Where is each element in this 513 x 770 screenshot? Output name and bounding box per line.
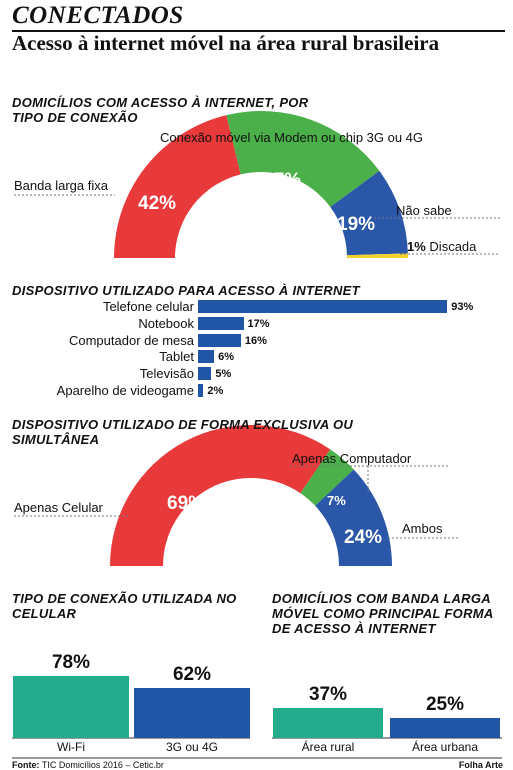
- page-title: Acesso à internet móvel na área rural br…: [12, 31, 440, 55]
- chart2-value-label: 17%: [247, 317, 270, 330]
- chart1-label-naosabe: Não sabe: [396, 203, 452, 218]
- chart3-slice-ambos: [315, 469, 392, 566]
- chart4-category-label: 3G ou 4G: [165, 740, 219, 754]
- chart5-category-label: Área urbana: [411, 740, 479, 754]
- chart1-slice-banda-larga: [114, 115, 241, 258]
- chart3-value-ambos: 24%: [344, 527, 383, 548]
- chart3-label-computador: Apenas Computador: [292, 451, 412, 466]
- chart4-bar: [134, 688, 250, 738]
- chart4-title: TIPO DE CONEXÃO UTILIZADA NO CELULAR: [12, 591, 237, 621]
- chart2-category-label: Computador de mesa: [68, 332, 194, 348]
- chart2-value-label: 16%: [244, 334, 267, 347]
- chart5-bar: [273, 708, 383, 738]
- footer-source: Fonte: TIC Domicílios 2016 – Cetic.br: [12, 760, 164, 770]
- chart1-value-discada: 1%: [407, 239, 426, 254]
- chart5-title: DOMICÍLIOS COM BANDA LARGA MÓVEL COMO PR…: [272, 591, 494, 636]
- chart5-value-label: 37%: [308, 684, 348, 706]
- chart4-bar: [13, 675, 129, 738]
- chart5-bar: [390, 718, 500, 738]
- chart3-slice-apenas-celular: [110, 425, 331, 566]
- chart1-title: DOMICÍLIOS COM ACESSO À INTERNET, POR TI…: [12, 95, 309, 125]
- chart3-slice-apenas-computador: [300, 449, 354, 506]
- footer-source-label: Fonte:: [12, 760, 40, 770]
- chart2-value-label: 5%: [215, 368, 232, 381]
- chart1-slice-conexao-movel: [226, 110, 380, 208]
- chart4-category-label: Wi-Fi: [57, 740, 85, 754]
- chart2-category-label: Telefone celular: [102, 299, 194, 314]
- chart1-slice-discada: [346, 253, 409, 258]
- footer-credit: Folha Arte: [458, 760, 503, 770]
- chart3-value-computador: 7%: [327, 493, 346, 508]
- header-rule: [12, 30, 505, 32]
- chart3-label-celular: Apenas Celular: [14, 500, 103, 515]
- chart3-value-celular: 69%: [167, 493, 206, 514]
- chart2-bar: [198, 316, 244, 330]
- chart2-value-label: 2%: [207, 385, 224, 397]
- chart2-title: DISPOSITIVO UTILIZADO PARA ACESSO À INTE…: [12, 283, 360, 298]
- chart2-category-label: Aparelho de videogame: [56, 383, 194, 398]
- chart2-category-label: Televisão: [139, 366, 194, 382]
- chart2-bar: [198, 367, 212, 381]
- chart2-category-label: Tablet: [159, 349, 194, 365]
- chart1-slice-nao-sabe: [330, 170, 408, 256]
- chart5-category-label: Área rural: [301, 740, 355, 754]
- chart2-bar: [198, 350, 215, 364]
- chart1-value-movel: 37%: [263, 170, 302, 191]
- chart2-category-label: Notebook: [138, 315, 194, 331]
- footer-source-text: TIC Domicílios 2016 – Cetic.br: [41, 760, 164, 770]
- chart1-label-discada-text: Discada: [429, 239, 477, 254]
- chart5-value-label: 25%: [425, 694, 465, 715]
- chart1-value-naosabe: 19%: [337, 214, 376, 235]
- chart3-label-ambos: Ambos: [402, 521, 443, 536]
- chart3-title: DISPOSITIVO UTILIZADO DE FORMA EXCLUSIVA…: [12, 417, 354, 447]
- chart4-value-label: 78%: [51, 651, 91, 673]
- chart1-label-discada: 1% Discada: [407, 239, 476, 254]
- chart1-label-movel: Conexão móvel via Modem ou chip 3G ou 4G: [160, 130, 424, 145]
- chart1-value-banda: 42%: [138, 193, 177, 214]
- chart2-bar: [198, 300, 448, 313]
- chart2-value-label: 93%: [451, 301, 474, 313]
- chart2-bar: [198, 384, 204, 397]
- chart1-label-banda: Banda larga fixa: [14, 178, 108, 193]
- chart2-value-label: 6%: [218, 351, 234, 364]
- chart4-value-label: 62%: [172, 664, 212, 686]
- kicker: CONECTADOS: [12, 2, 184, 29]
- chart2-bar: [198, 333, 241, 347]
